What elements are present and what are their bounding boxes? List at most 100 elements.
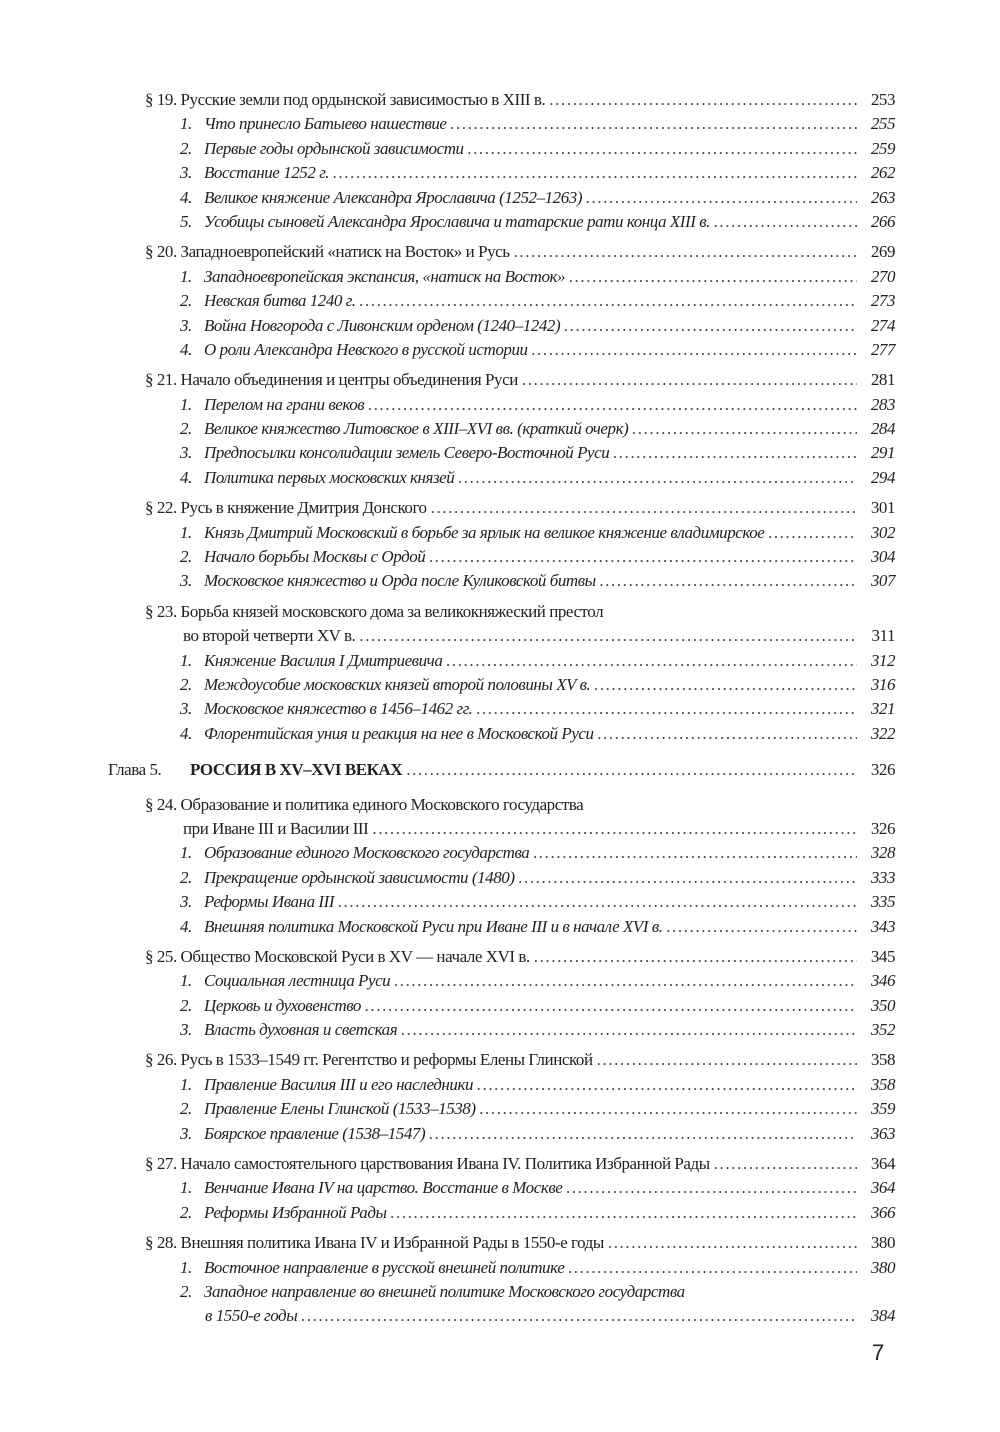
toc-subsection-entry[interactable]: 2. Реформы Избранной Рады 366	[180, 1201, 895, 1225]
page-ref: 343	[870, 916, 896, 936]
dot-leader	[429, 545, 857, 569]
toc-section-entry[interactable]: § 25. Общество Московской Руси в XV — на…	[145, 945, 895, 969]
dot-leader	[714, 210, 857, 234]
toc-section-entry[interactable]: § 20. Западноевропейский «натиск на Вост…	[145, 240, 895, 264]
dot-leader	[613, 441, 857, 465]
dot-leader	[586, 186, 857, 210]
toc-subsection-entry[interactable]: 5. Усобицы сыновей Александра Ярославича …	[180, 210, 895, 234]
toc-section-entry[interactable]: § 24. Образование и политика единого Мос…	[145, 793, 895, 817]
subsection-title: Образование единого Московского государс…	[204, 843, 530, 863]
dot-leader	[522, 368, 857, 392]
toc-subsection-entry[interactable]: 3. Московское княжество в 1456–1462 гг. 32…	[180, 697, 895, 721]
toc-subsection-entry[interactable]: 3. Восстание 1252 г. 262	[180, 161, 895, 185]
subsection-title: Восточное направление в русской внешней …	[204, 1257, 565, 1277]
toc-section-entry[interactable]: § 22. Русь в княжение Дмитрия Донского 30…	[145, 496, 895, 520]
toc-subsection-entry[interactable]: 1. Западноевропейская экспансия, «натиск …	[180, 265, 895, 289]
toc-subsection-entry[interactable]: 4. О роли Александра Невского в русской и…	[180, 338, 895, 362]
toc-subsection-entry[interactable]: 1. Восточное направление в русской внешне…	[180, 1256, 895, 1280]
dot-leader	[365, 994, 857, 1018]
dot-leader	[406, 758, 857, 782]
toc-subsection-entry[interactable]: 2. Церковь и духовенство 350	[180, 994, 895, 1018]
subsection-title: Междоусобие московских князей второй пол…	[204, 674, 591, 694]
toc-entry-continuation[interactable]: при Иване III и Василии III 326	[183, 817, 895, 841]
toc-subsection-entry[interactable]: 1. Социальная лестница Руси 346	[180, 969, 895, 993]
page-ref: 269	[870, 242, 896, 262]
toc-subsection-entry[interactable]: 3. Боярское правление (1538–1547) 363	[180, 1122, 895, 1146]
toc-subsection-entry[interactable]: 2. Правление Елены Глинской (1533–1538) 35…	[180, 1097, 895, 1121]
toc-subsection-entry[interactable]: 3. Московское княжество и Орда после Кули…	[180, 569, 895, 593]
toc-section-entry[interactable]: § 21. Начало объединения и центры объеди…	[145, 368, 895, 392]
subsection-number: 3.	[180, 163, 192, 183]
toc-subsection-entry[interactable]: 1. Что принесло Батыево нашествие 255	[180, 112, 895, 136]
page-ref: 364	[870, 1178, 896, 1198]
subsection-title: О роли Александра Невского в русской ист…	[204, 339, 528, 359]
page-ref: 312	[870, 650, 896, 670]
toc-subsection-entry[interactable]: 3. Власть духовная и светская 352	[180, 1018, 895, 1042]
toc-subsection-entry[interactable]: 1. Образование единого Московского госуда…	[180, 841, 895, 865]
page-ref: 253	[870, 90, 896, 109]
dot-leader	[514, 240, 857, 264]
page-ref: 333	[870, 867, 896, 887]
dot-leader	[431, 496, 857, 520]
toc-subsection-entry[interactable]: 4. Флорентийская уния и реакция на нее в …	[180, 722, 895, 746]
dot-leader	[768, 521, 857, 545]
toc-section-entry[interactable]: § 26. Русь в 1533–1549 гг. Регентство и …	[145, 1048, 895, 1072]
toc-subsection-entry[interactable]: 1. Княжение Василия I Дмитриевича 312	[180, 649, 895, 673]
toc-subsection-entry[interactable]: 2. Прекращение ордынской зависимости (148…	[180, 866, 895, 890]
dot-leader	[519, 866, 857, 890]
page-ref: 358	[870, 1050, 896, 1070]
dot-leader	[394, 969, 857, 993]
toc-entry-continuation[interactable]: в 1550-е годы 384	[205, 1304, 895, 1328]
page-ref: 363	[870, 1123, 896, 1143]
subsection-title: Что принесло Батыево нашествие	[204, 114, 447, 134]
toc-subsection-entry[interactable]: 1. Венчание Ивана IV на царство. Восстани…	[180, 1176, 895, 1200]
entry-title-continuation: при Иване III и Василии III	[183, 818, 369, 838]
toc-section-entry[interactable]: § 27. Начало самостоятельного царствован…	[145, 1152, 895, 1176]
toc-subsection-entry[interactable]: 2. Западное направление во внешней полити…	[180, 1280, 895, 1304]
section-title: § 28. Внешняя политика Ивана IV и Избран…	[145, 1233, 604, 1253]
toc-subsection-entry[interactable]: 1. Князь Дмитрий Московский в борьбе за я…	[180, 521, 895, 545]
toc-section-entry[interactable]: § 28. Внешняя политика Ивана IV и Избран…	[145, 1231, 895, 1255]
toc-subsection-entry[interactable]: 2. Первые годы ордынской зависимости 259	[180, 137, 895, 161]
subsection-number: 5.	[180, 211, 192, 231]
toc-subsection-entry[interactable]: 1. Правление Василия III и его наследники…	[180, 1073, 895, 1097]
toc-subsection-entry[interactable]: 4. Политика первых московских князей 294	[180, 466, 895, 490]
toc-chapter-entry[interactable]: Глава 5. РОССИЯ В XV–XVI ВЕКАХ 326	[108, 758, 895, 782]
subsection-title: Венчание Ивана IV на царство. Восстание …	[204, 1178, 563, 1198]
toc-subsection-entry[interactable]: 2. Невская битва 1240 г. 273	[180, 289, 895, 313]
dot-leader	[632, 417, 857, 441]
toc-subsection-entry[interactable]: 2. Начало борьбы Москвы с Ордой 304	[180, 545, 895, 569]
toc-section-entry[interactable]: § 23. Борьба князей московского дома за …	[145, 600, 895, 624]
page-ref: 283	[870, 394, 896, 414]
page-ref: 291	[870, 443, 896, 463]
subsection-number: 4.	[180, 723, 192, 743]
subsection-title: Реформы Ивана III	[204, 892, 335, 912]
section-title: § 19. Русские земли под ордынской зависи…	[145, 90, 546, 109]
page-ref: 311	[871, 626, 895, 646]
toc-subsection-entry[interactable]: 4. Великое княжение Александра Ярославича…	[180, 186, 895, 210]
dot-leader	[368, 393, 857, 417]
toc-subsection-entry[interactable]: 3. Война Новгорода с Ливонским орденом (1…	[180, 314, 895, 338]
page-ref: 350	[870, 995, 896, 1015]
toc-section-entry[interactable]: § 19. Русские земли под ордынской зависи…	[145, 88, 895, 112]
dot-leader	[446, 649, 857, 673]
subsection-number: 2.	[180, 995, 192, 1015]
subsection-number: 2.	[180, 674, 192, 694]
subsection-title: Княжение Василия I Дмитриевича	[204, 650, 443, 670]
section-title: § 23. Борьба князей московского дома за …	[145, 601, 604, 621]
toc-subsection-entry[interactable]: 3. Реформы Ивана III 335	[180, 890, 895, 914]
subsection-title: Западное направление во внешней политике…	[204, 1281, 685, 1301]
toc-subsection-entry[interactable]: 1. Перелом на грани веков 283	[180, 393, 895, 417]
toc-subsection-entry[interactable]: 2. Междоусобие московских князей второй п…	[180, 673, 895, 697]
subsection-number: 2.	[180, 1202, 192, 1222]
toc-subsection-entry[interactable]: 2. Великое княжество Литовское в XIII–XVI…	[180, 417, 895, 441]
toc-entry-continuation[interactable]: во второй четверти XV в. 311	[183, 624, 895, 648]
subsection-number: 2.	[180, 547, 192, 567]
subsection-number: 3.	[180, 1020, 192, 1040]
section-title: § 20. Западноевропейский «натиск на Вост…	[145, 242, 510, 262]
toc-subsection-entry[interactable]: 3. Предпосылки консолидации земель Северо…	[180, 441, 895, 465]
subsection-title: Начало борьбы Москвы с Ордой	[204, 547, 426, 567]
toc-subsection-entry[interactable]: 4. Внешняя политика Московской Руси при И…	[180, 915, 895, 939]
subsection-number: 4.	[180, 467, 192, 487]
page-ref: 359	[870, 1099, 896, 1119]
